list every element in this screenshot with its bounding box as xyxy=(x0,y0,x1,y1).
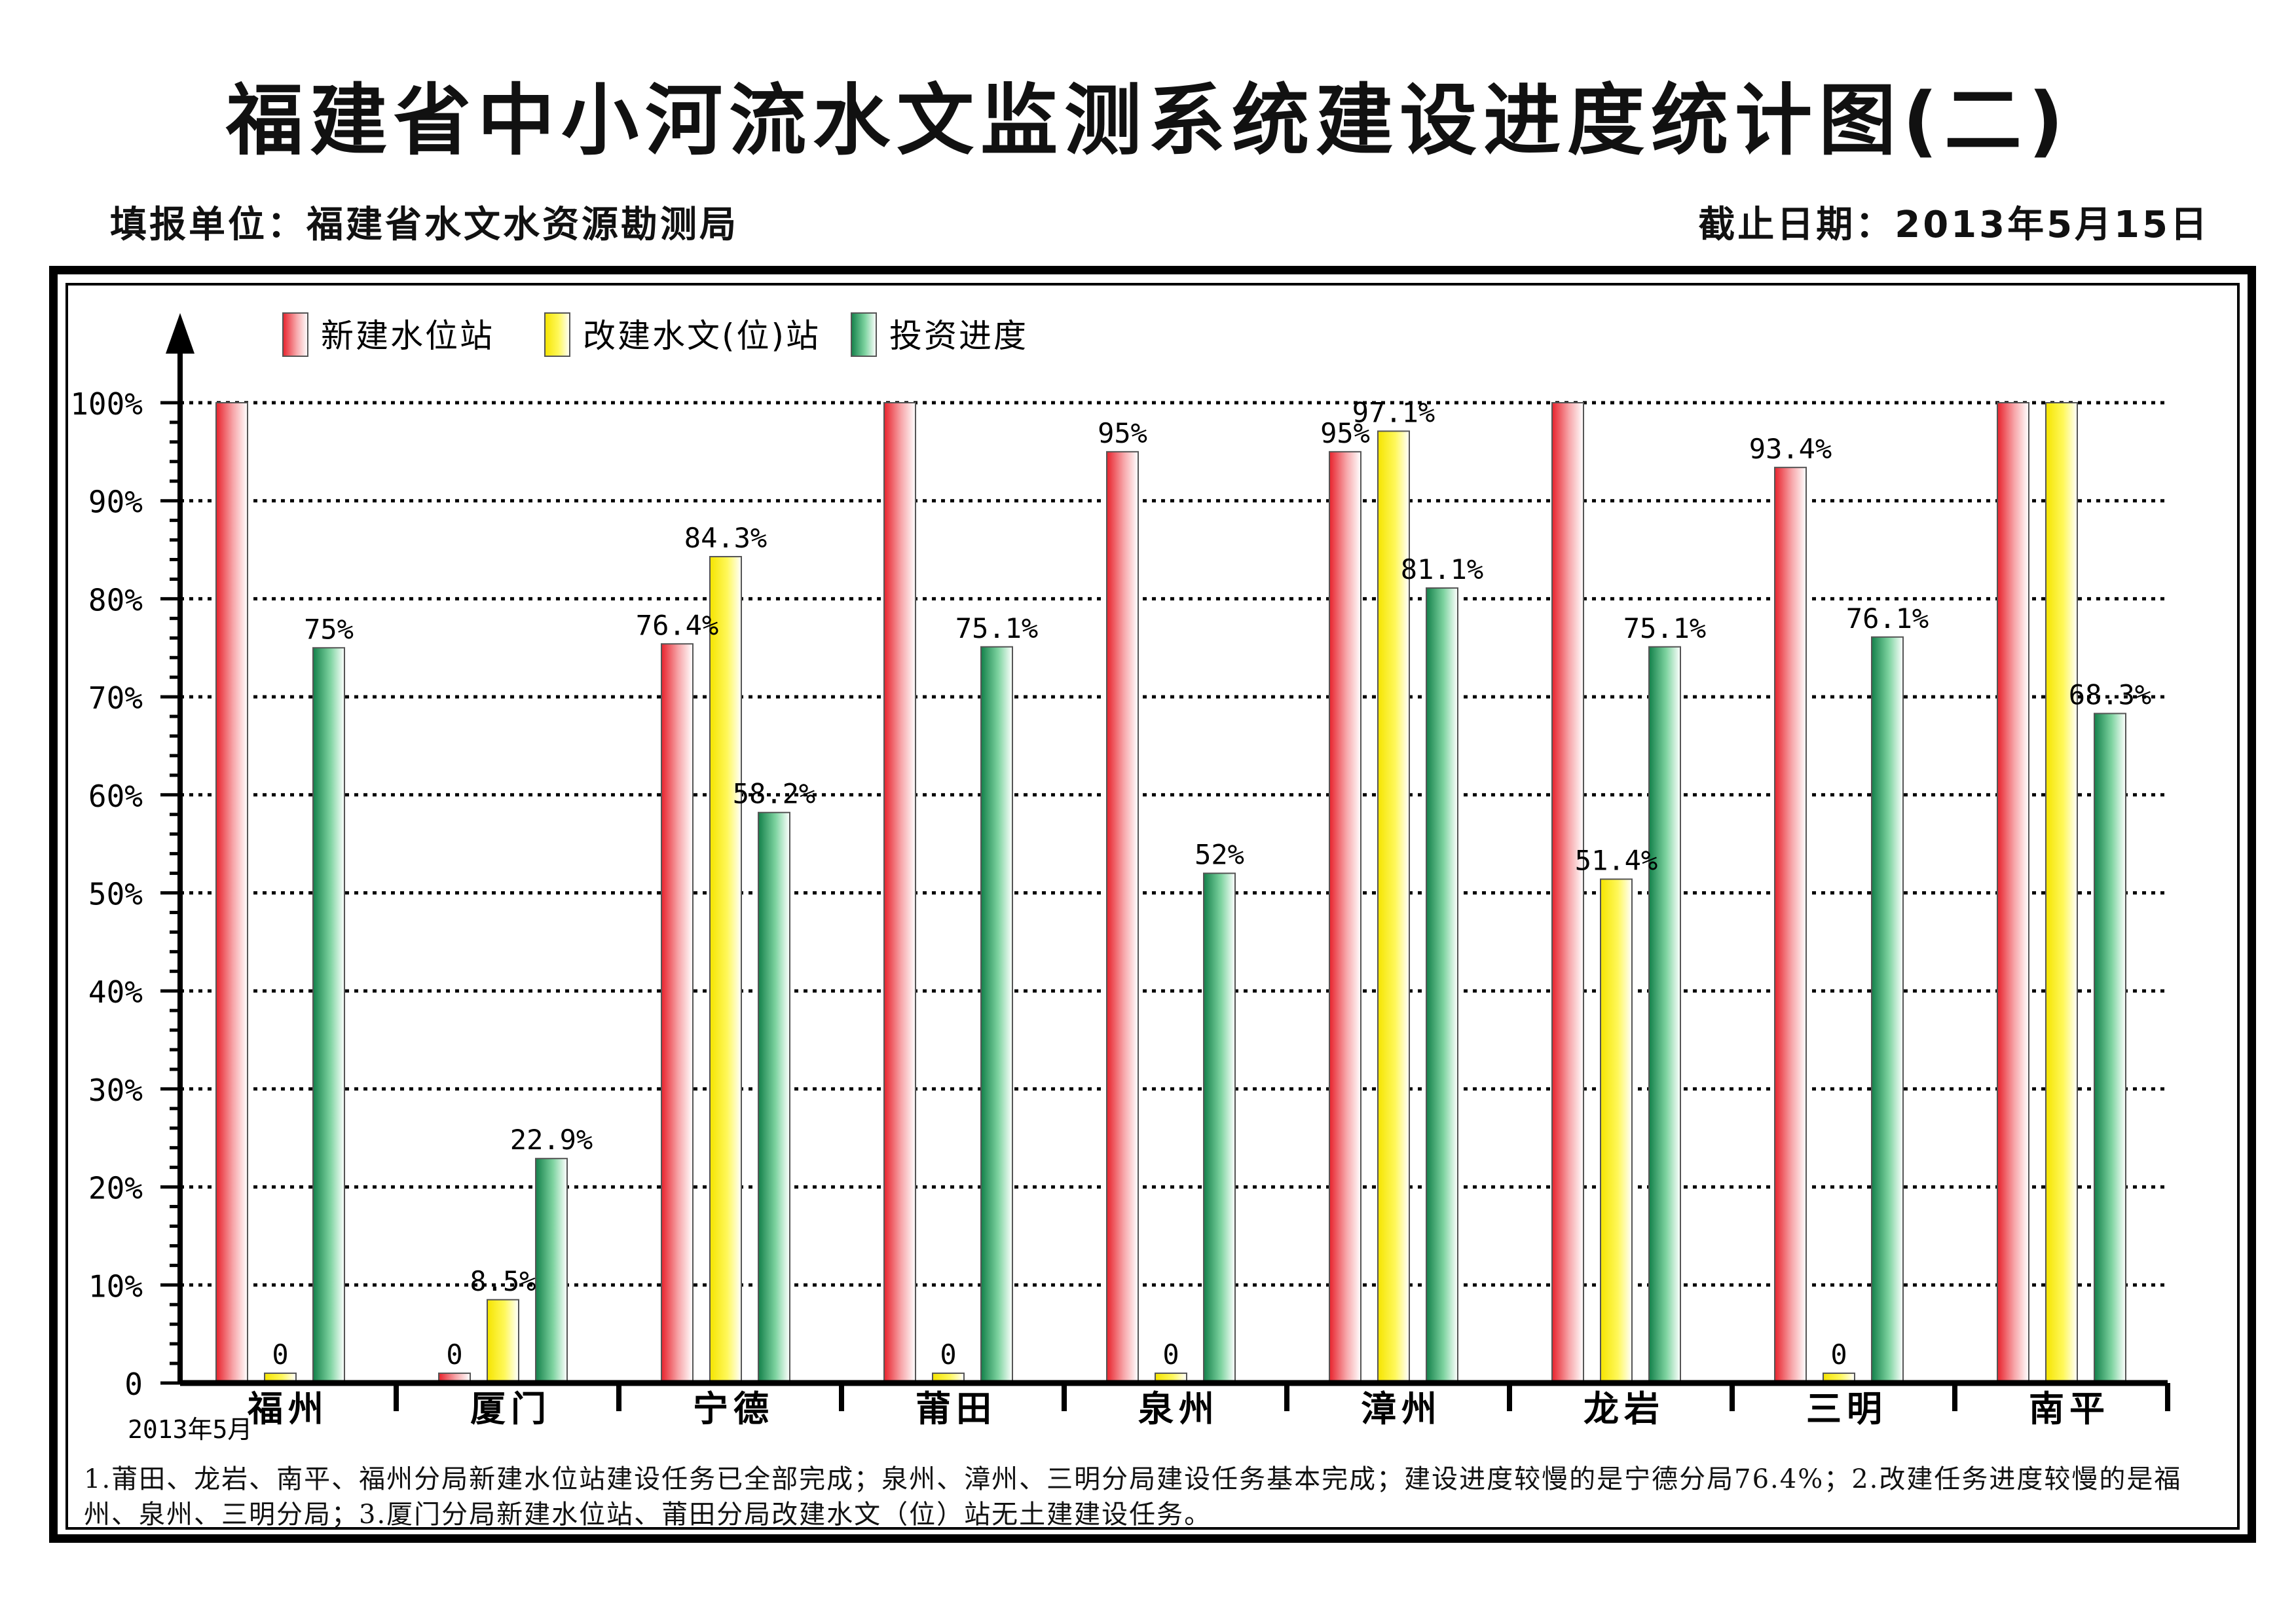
bar-value-label: 58.2% xyxy=(733,778,815,810)
reporting-unit: 填报单位：福建省水文水资源勘测局 xyxy=(110,204,739,246)
x-category-label: 龙岩 xyxy=(1583,1388,1665,1430)
y-tick-label: 60% xyxy=(88,779,143,814)
bar xyxy=(1600,878,1633,1384)
bar xyxy=(1871,636,1904,1384)
y-tick-label: 90% xyxy=(88,485,143,520)
bar-value-label: 68.3% xyxy=(2069,679,2151,711)
bar xyxy=(215,402,248,1384)
bar xyxy=(312,647,345,1384)
period-label: 2013年5月 xyxy=(128,1415,252,1444)
bar xyxy=(535,1158,568,1384)
bar-value-label: 75.1% xyxy=(955,612,1038,644)
bar-value-label: 0 xyxy=(940,1338,956,1371)
bars xyxy=(215,402,2126,1384)
bar xyxy=(1329,451,1361,1384)
x-category-label: 漳州 xyxy=(1361,1388,1442,1430)
x-category-label: 厦门 xyxy=(470,1388,551,1430)
bar-value-label: 76.1% xyxy=(1846,602,1929,635)
bar-value-label: 95% xyxy=(1098,417,1147,449)
bar-value-label: 0 xyxy=(1830,1338,1847,1371)
axes xyxy=(160,313,2170,1411)
chart-notes: 1.莆田、龙岩、南平、福州分局新建水位站建设任务已全部完成；泉州、漳州、三明分局… xyxy=(84,1464,2182,1530)
y-tick-label: 70% xyxy=(88,680,143,716)
cutoff-date: 截止日期：2013年5月15日 xyxy=(1698,204,2210,246)
x-category-label: 南平 xyxy=(2029,1388,2110,1430)
bar-value-label: 76.4% xyxy=(636,609,718,641)
bar xyxy=(661,643,694,1384)
y-tick-label: 100% xyxy=(70,386,143,422)
bar-value-label: 0 xyxy=(446,1338,462,1371)
gridlines xyxy=(180,401,2168,1287)
y-axis-arrow xyxy=(166,313,194,354)
x-category-label: 泉州 xyxy=(1138,1388,1219,1430)
bar xyxy=(1551,402,1584,1384)
y-tick-label: 40% xyxy=(88,974,143,1010)
bar xyxy=(709,556,742,1384)
x-category-label: 莆田 xyxy=(916,1388,997,1430)
bar xyxy=(1426,587,1458,1384)
y-tick-label: 0 xyxy=(124,1367,143,1402)
legend-label: 新建水位站 xyxy=(321,317,494,355)
bar xyxy=(980,646,1013,1384)
legend-swatch xyxy=(282,312,308,357)
x-category-label: 福州 xyxy=(247,1388,329,1430)
bar xyxy=(1648,646,1681,1384)
y-tick-label: 30% xyxy=(88,1073,143,1108)
labels: 0 10% 20% 30% 40% 50% 60% 70% 80% 90% 100% 0 75% 福州 0 8… xyxy=(70,386,2151,1444)
bar xyxy=(1106,451,1139,1384)
bar-value-label: 0 xyxy=(272,1338,288,1371)
bar xyxy=(1203,872,1236,1384)
legend-label: 改建水文(位)站 xyxy=(583,317,821,355)
y-tick-label: 80% xyxy=(88,582,143,618)
bar-value-label: 95% xyxy=(1320,417,1370,449)
bar xyxy=(883,402,916,1384)
bar xyxy=(1774,466,1807,1384)
bar-value-label: 84.3% xyxy=(684,522,767,554)
legend-swatch xyxy=(851,312,877,357)
bar-value-label: 97.1% xyxy=(1352,396,1435,428)
x-category-label: 三明 xyxy=(1806,1388,1887,1430)
bar-value-label: 52% xyxy=(1194,839,1244,871)
legend: 新建水位站 改建水文(位)站 投资进度 xyxy=(282,312,1028,357)
x-category-label: 宁德 xyxy=(693,1388,774,1430)
bar xyxy=(1997,402,2029,1384)
bar-value-label: 75.1% xyxy=(1623,612,1706,644)
bar-value-label: 51.4% xyxy=(1575,845,1657,877)
bar-value-label: 8.5% xyxy=(470,1265,536,1297)
bar xyxy=(758,811,790,1384)
bar xyxy=(487,1299,519,1384)
chart-title: 福建省中小河流水文监测系统建设进度统计图(二) xyxy=(226,75,2070,166)
y-tick-label: 20% xyxy=(88,1171,143,1206)
bar-value-label: 75% xyxy=(304,613,354,645)
inner-frame xyxy=(65,283,2240,1530)
legend-label: 投资进度 xyxy=(889,317,1028,355)
bar-value-label: 93.4% xyxy=(1749,433,1832,465)
legend-swatch xyxy=(544,312,570,357)
y-tick-label: 10% xyxy=(88,1268,143,1304)
outer-frame xyxy=(49,266,2256,1543)
bar xyxy=(2094,712,2126,1384)
y-tick-label: 50% xyxy=(88,877,143,912)
bar xyxy=(2045,402,2078,1384)
bar-value-label: 22.9% xyxy=(510,1124,593,1156)
bar-value-label: 0 xyxy=(1162,1338,1179,1371)
bar-value-label: 81.1% xyxy=(1401,553,1483,585)
